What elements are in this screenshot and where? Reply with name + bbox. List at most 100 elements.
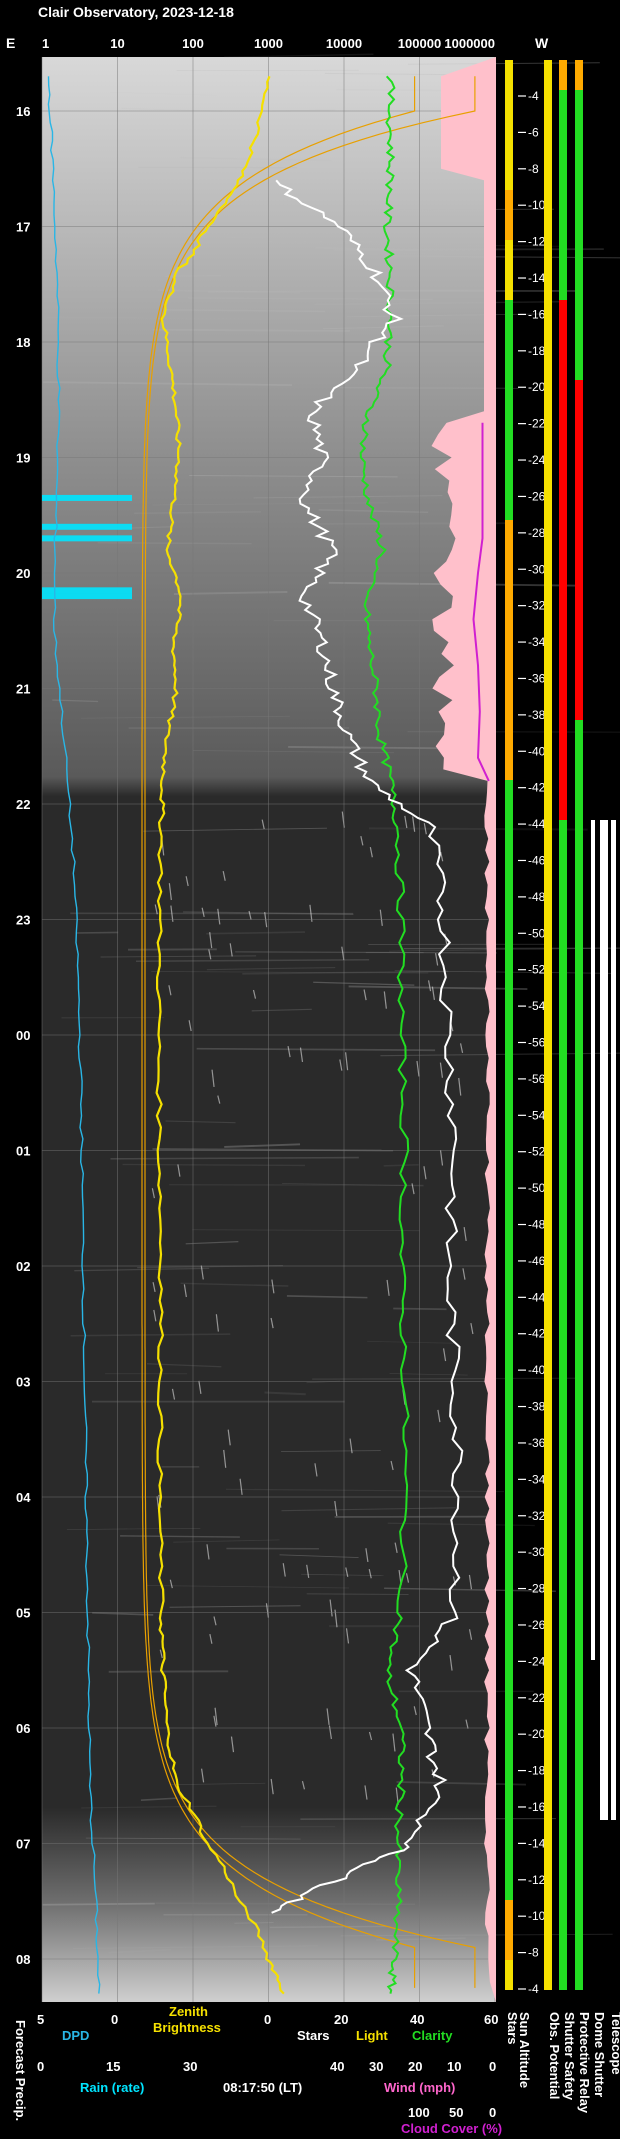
- star-streak: [264, 1391, 306, 1396]
- star-trail: [252, 989, 257, 999]
- star-streak: [369, 827, 588, 831]
- sun-altitude-label: -32: [528, 599, 546, 613]
- star-streak: [196, 1047, 436, 1052]
- stars-label: Stars: [297, 2028, 330, 2043]
- time-tick-label: 03: [16, 1375, 30, 1390]
- star-streak: [110, 1156, 359, 1160]
- star-streak: [156, 227, 299, 231]
- star-trail: [423, 1166, 427, 1180]
- rain-event: [42, 593, 132, 600]
- sun-altitude-label: -12: [528, 235, 546, 249]
- star-trail: [152, 1282, 156, 1292]
- star-streak: [386, 255, 620, 259]
- star-streak: [75, 931, 119, 934]
- sun-altitude-label: -30: [528, 1545, 546, 1559]
- star-streak: [97, 542, 252, 545]
- status-column-label: Obs. Potential: [547, 2012, 562, 2099]
- time-tick-label: 20: [16, 566, 30, 581]
- star-streak: [300, 1818, 556, 1820]
- cloud-scale-0: 0: [489, 2105, 496, 2120]
- star-trail: [468, 1629, 473, 1640]
- sun-altitude-label: -54: [528, 1108, 546, 1122]
- star-streak: [314, 300, 566, 306]
- sun-altitude-label: -34: [528, 1472, 546, 1486]
- star-streak: [370, 208, 554, 211]
- time-tick-label: 22: [16, 797, 30, 812]
- star-streak: [92, 1611, 154, 1616]
- time-tick-label: 08: [16, 1952, 30, 1967]
- sun-altitude-label: -10: [528, 1909, 546, 1923]
- star-streak: [396, 1781, 526, 1786]
- sun-altitude-curve: [144, 76, 476, 1988]
- star-trail: [153, 1309, 157, 1322]
- star-trail: [431, 986, 435, 1000]
- sun-altitude-label: -26: [528, 1618, 546, 1632]
- star-trail: [217, 908, 221, 925]
- sun-altitude-label: -42: [528, 781, 546, 795]
- top-axis-ticks: 1 10 100 1000 10000 100000 1000000: [42, 36, 495, 51]
- stars-scale-60: 60: [484, 2012, 498, 2027]
- star-trail: [345, 1567, 349, 1577]
- time-axis-ticks: 16 17 18 19 20 21 22 23 00 01 02 03 04 05 06 07 08: [16, 104, 31, 1967]
- sun-altitude-label: -22: [528, 417, 546, 431]
- star-trail: [213, 1715, 217, 1727]
- star-trail: [329, 1599, 333, 1617]
- star-trail: [468, 1574, 473, 1590]
- star-trail: [188, 1020, 192, 1032]
- status-segment: [505, 60, 513, 1990]
- rain-event: [42, 587, 132, 594]
- status-segment: [591, 820, 595, 1660]
- cloud-cover-fill: [431, 57, 496, 2002]
- star-trail: [392, 1733, 396, 1752]
- sun-altitude-label: -56: [528, 1072, 546, 1086]
- sun-altitude-label: -46: [528, 1254, 546, 1268]
- star-streak: [208, 289, 487, 293]
- status-bars: [505, 60, 616, 1990]
- status-segment: [575, 60, 583, 90]
- star-streak: [206, 931, 305, 935]
- status-column-label: Telescope: [609, 2012, 620, 2075]
- status-segment: [505, 1900, 513, 1990]
- star-streak: [180, 1282, 289, 1287]
- compass-west: W: [535, 35, 549, 51]
- sun-altitude-label: -20: [528, 380, 546, 394]
- star-streak: [269, 1925, 387, 1929]
- star-streak: [383, 1164, 419, 1167]
- sun-altitude-label: -16: [528, 1800, 546, 1814]
- star-streak: [384, 1587, 556, 1592]
- rain-event: [42, 523, 132, 530]
- star-trail: [168, 883, 172, 901]
- star-trail: [230, 1736, 235, 1753]
- star-streak: [158, 289, 301, 294]
- cloud-cover-line: [472, 422, 490, 782]
- sun-altitude-label: -24: [528, 453, 546, 467]
- star-trail: [314, 1463, 318, 1477]
- star-streak: [42, 1902, 155, 1906]
- chart-title: Clair Observatory, 2023-12-18: [38, 4, 234, 20]
- sun-altitude-label: -26: [528, 489, 546, 503]
- time-tick-label: 05: [16, 1606, 30, 1621]
- star-trail: [379, 909, 383, 926]
- star-trail: [222, 871, 226, 881]
- sun-altitude-label: -8: [528, 162, 539, 176]
- star-streak: [318, 509, 429, 514]
- rain-scale-30: 30: [183, 2059, 197, 2074]
- star-trail: [423, 823, 427, 835]
- star-trail: [339, 1059, 343, 1071]
- star-trail: [201, 1768, 205, 1783]
- clarity-label: Clarity: [412, 2028, 453, 2043]
- star-streak: [224, 1143, 301, 1148]
- top-axis-tick: 1000000: [444, 36, 495, 51]
- time-tick-label: 19: [16, 451, 30, 466]
- star-trail: [168, 985, 172, 996]
- star-trail: [171, 1388, 176, 1400]
- sun-altitude-label: -38: [528, 1400, 546, 1414]
- star-streak: [46, 316, 271, 321]
- status-segment: [611, 820, 616, 1820]
- star-trail: [459, 1043, 464, 1054]
- sun-altitude-label: -44: [528, 1290, 546, 1304]
- star-streak: [173, 228, 226, 232]
- sun-altitude-label: -38: [528, 708, 546, 722]
- dpd-scale-5: 5: [37, 2012, 44, 2027]
- star-trail: [270, 1317, 274, 1329]
